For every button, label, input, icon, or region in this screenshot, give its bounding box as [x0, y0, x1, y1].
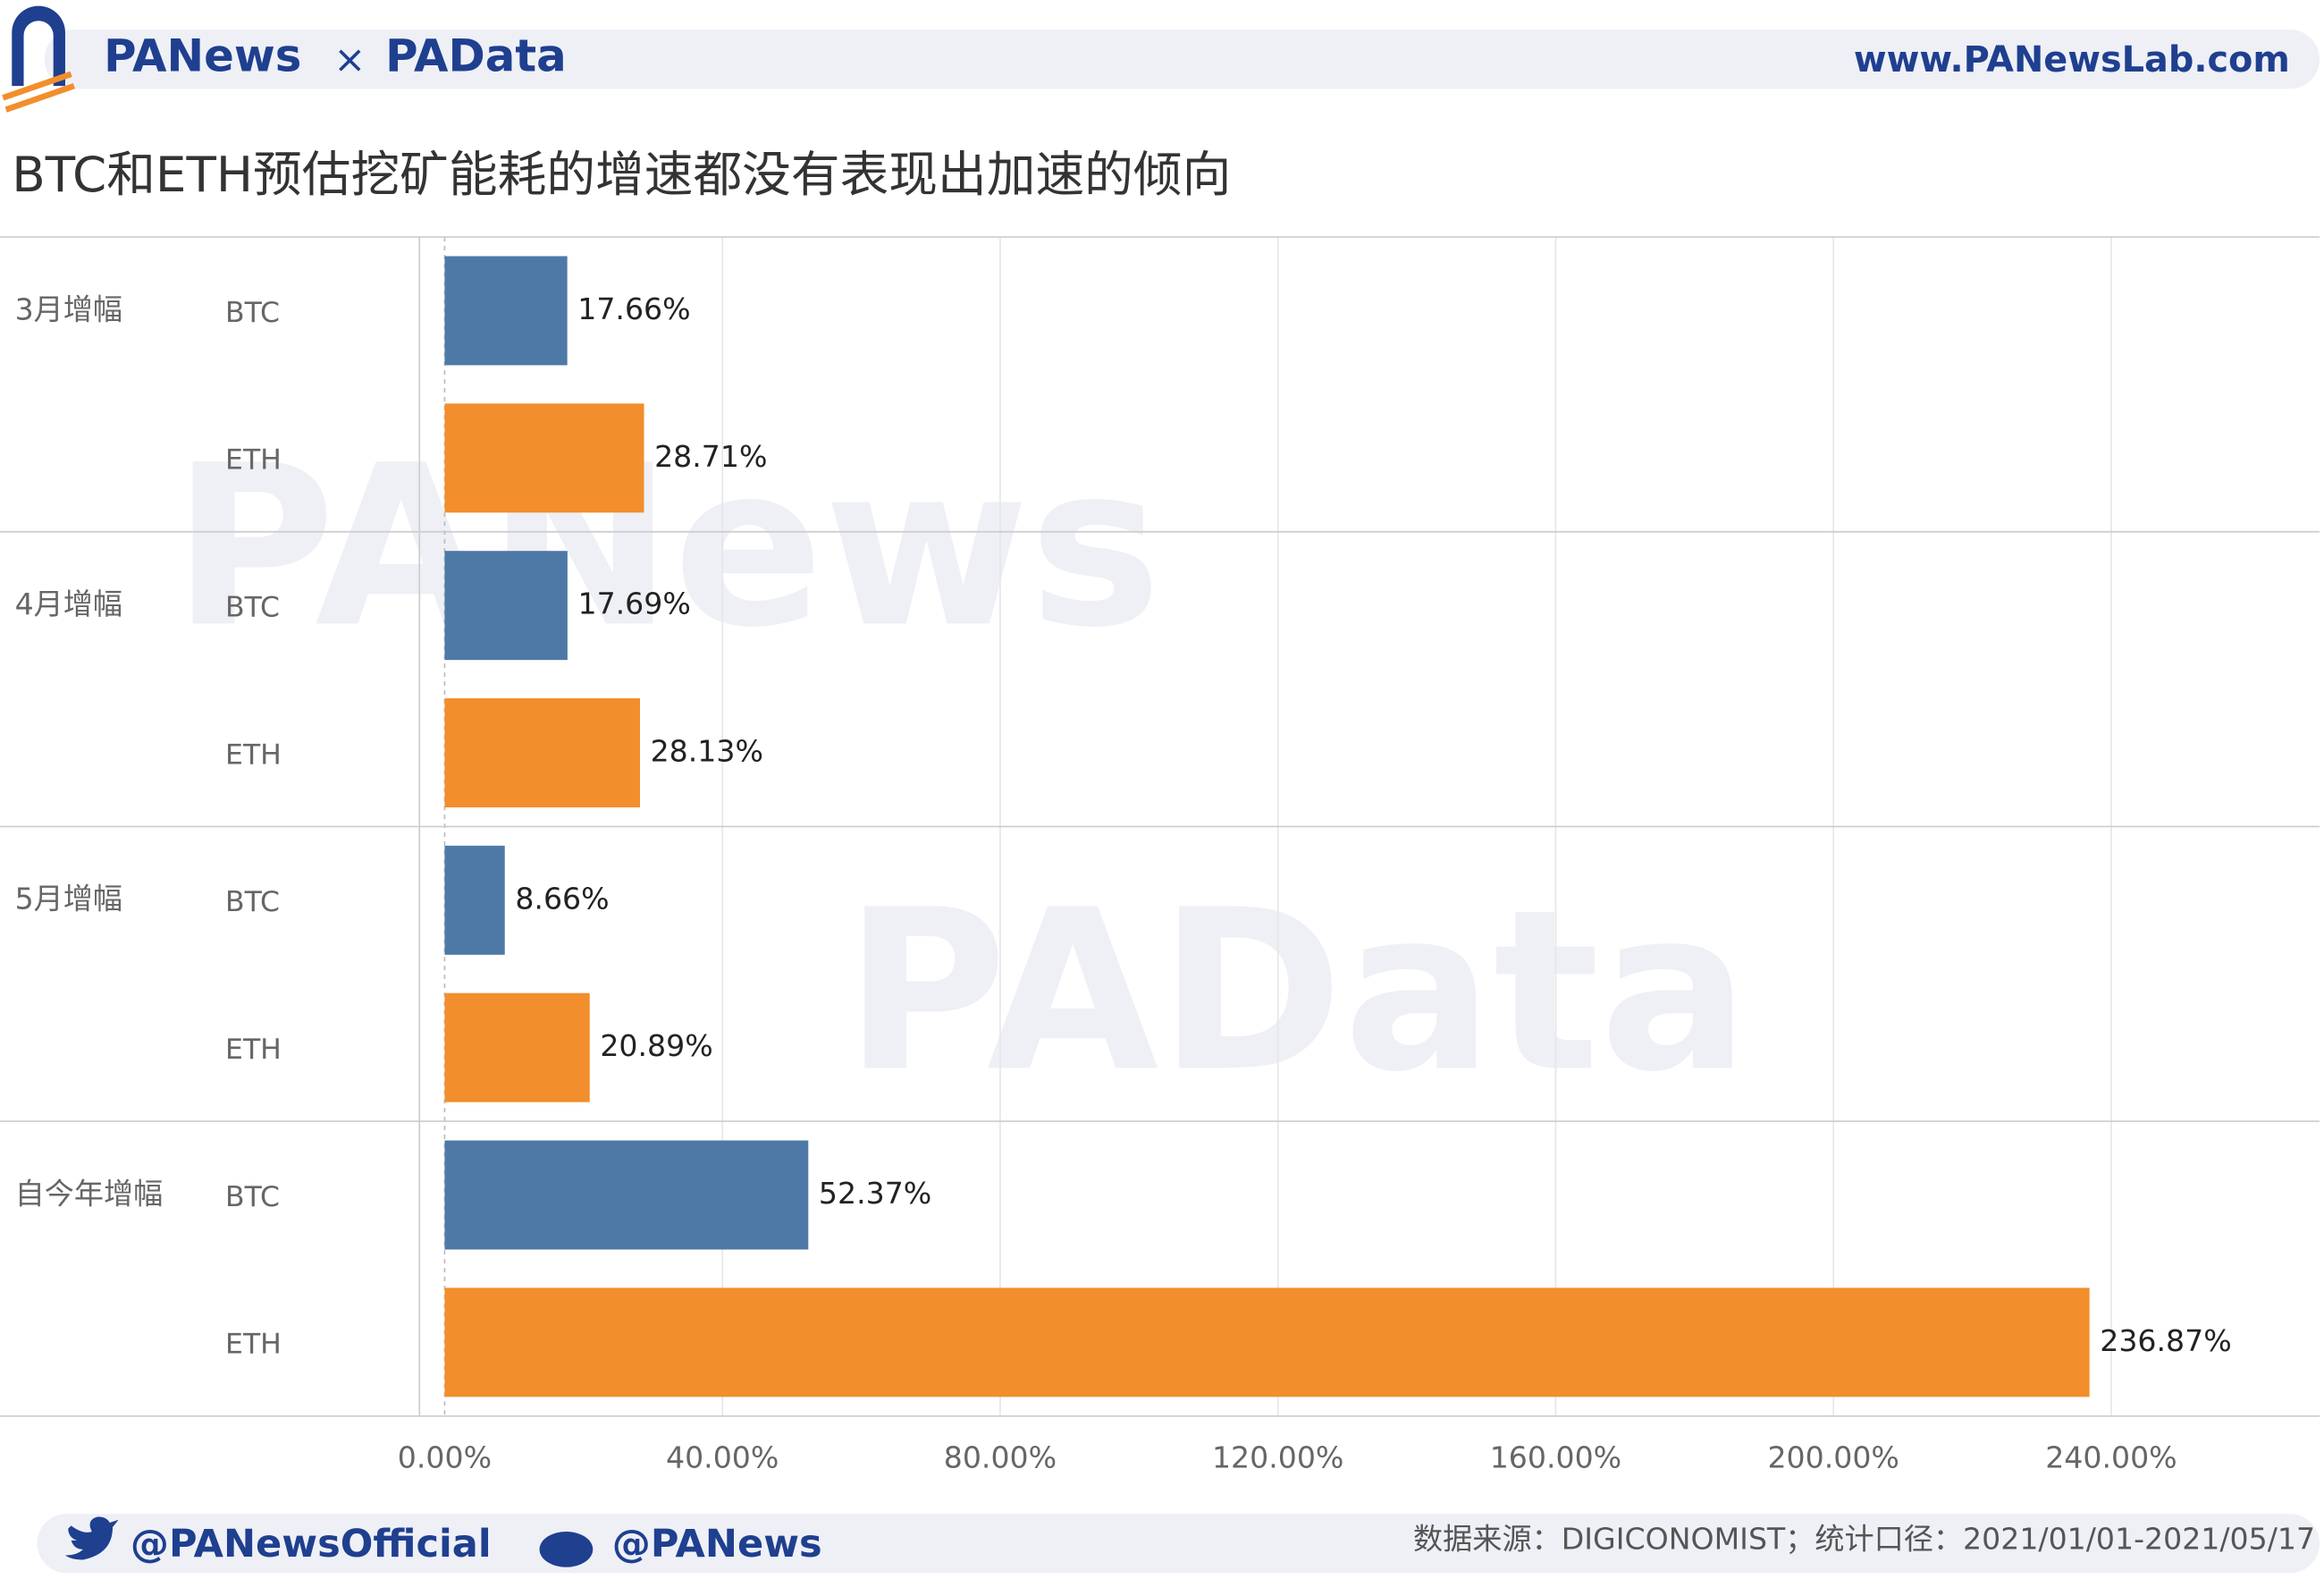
bar	[444, 256, 568, 366]
row-label: BTC	[225, 886, 280, 918]
bar	[444, 1140, 809, 1250]
logo	[12, 5, 65, 87]
brand: PAData	[385, 30, 567, 82]
value-label: 52.37%	[819, 1176, 931, 1211]
row-label: BTC	[225, 1181, 280, 1213]
website: www.PANewsLab.com	[1854, 39, 2290, 80]
weibo-handle: @PANews	[612, 1522, 822, 1566]
x-tick-label: 120.00%	[1212, 1440, 1343, 1474]
value-label: 28.71%	[654, 439, 767, 474]
bar	[444, 551, 568, 661]
value-label: 20.89%	[600, 1028, 712, 1063]
x-tick-label: 80.00%	[944, 1440, 1057, 1474]
group-label: 3月增幅	[15, 291, 123, 326]
cross: ×	[333, 38, 366, 82]
watermark: PANews	[173, 417, 1162, 676]
row-label: ETH	[225, 739, 282, 771]
row-label: ETH	[225, 444, 282, 477]
group-label: 自今年增幅	[15, 1176, 164, 1211]
bar	[444, 698, 640, 807]
bar	[444, 992, 590, 1102]
logo-stripes	[2, 71, 75, 113]
row-label: ETH	[225, 1329, 282, 1361]
watermark: PAData	[844, 861, 1749, 1120]
source: 数据来源：DIGICONOMIST；统计口径：2021/01/01-2021/0…	[1413, 1521, 2315, 1556]
x-tick-label: 240.00%	[2045, 1440, 2177, 1474]
value-label: 8.66%	[515, 881, 609, 916]
bar	[444, 403, 644, 513]
value-label: 17.69%	[577, 587, 690, 621]
weibo-icon	[539, 1531, 594, 1567]
value-label: 28.13%	[651, 734, 763, 769]
x-tick-label: 0.00%	[398, 1440, 492, 1474]
plot: 0.00% 40.00% 80.00% 120.00% 160.00% 200.00% 24…	[0, 236, 2320, 1474]
twitter-handle: @PANewsOfficial	[131, 1522, 492, 1566]
row-label: BTC	[225, 297, 280, 329]
value-label: 236.87%	[2100, 1323, 2231, 1358]
value-label: 17.66%	[577, 291, 690, 326]
row-label: BTC	[225, 591, 280, 623]
header-bar	[44, 30, 2320, 89]
chart-title: BTC和ETH预估挖矿能耗的增速都没有表现出加速的倾向	[12, 146, 1231, 203]
twitter-icon	[64, 1516, 119, 1560]
x-tick-label: 160.00%	[1490, 1440, 1621, 1474]
x-tick-label: 40.00%	[666, 1440, 779, 1474]
brand: PANews	[104, 30, 301, 82]
group-label: 5月增幅	[15, 882, 123, 916]
footer-bar	[37, 1514, 2320, 1574]
bar	[444, 1288, 2090, 1397]
group-label: 4月增幅	[15, 587, 123, 621]
x-tick-label: 200.00%	[1767, 1440, 1899, 1474]
bar	[444, 845, 505, 955]
row-label: ETH	[225, 1034, 282, 1066]
